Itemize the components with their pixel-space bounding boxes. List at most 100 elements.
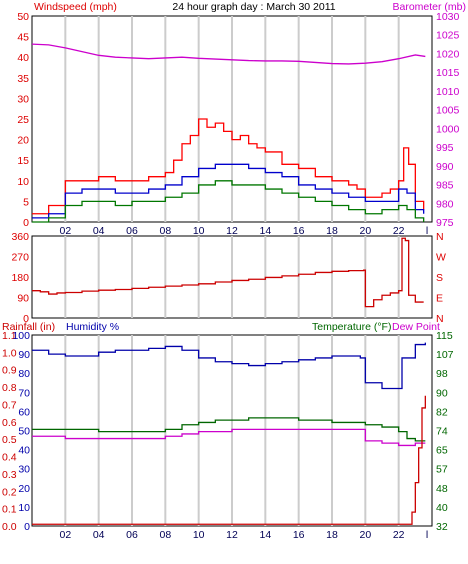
temperature-tick-label: 98 [436, 368, 448, 380]
direction-tick-label: 270 [11, 252, 29, 264]
humidity-tick-label: 60 [18, 406, 30, 418]
humidity-tick-label: 40 [18, 445, 30, 457]
rainfall-tick-label: 0.0 [2, 521, 17, 533]
compass-tick-label: N [436, 313, 444, 325]
hour-tick-label: 16 [293, 529, 305, 541]
humidity-tick-label: 20 [18, 483, 30, 495]
compass-tick-label: N [436, 231, 444, 243]
hour-tick-label: 18 [326, 225, 338, 237]
windspeed-tick-label: 40 [17, 52, 29, 64]
barometer-tick-label: 1020 [436, 48, 460, 60]
rainfall-tick-label: 1.0 [2, 347, 17, 359]
windspeed-tick-label: 45 [17, 32, 29, 44]
hour-tick-label: 02 [59, 225, 71, 237]
hour-tick-label: 10 [193, 529, 205, 541]
rainfall-tick-label: 0.2 [2, 486, 17, 498]
hour-tick-label: 20 [359, 529, 371, 541]
humidity-tick-label: 0 [24, 521, 30, 533]
humidity-tick-label: 70 [18, 387, 30, 399]
temperature-tick-label: 82 [436, 406, 448, 418]
temperature-tick-label: 65 [436, 445, 448, 457]
temperature-tick-label: 115 [436, 330, 453, 342]
rainfall-tick-label: 0.4 [2, 452, 17, 464]
dewpoint-axis-title: Dew Point [392, 321, 440, 333]
rain-humidity-temp-panel: 0.0 0.1 0.2 0.3 0.4 0.5 0.6 0.7 0.8 0.9 1.0 1.1 0 10 2… [2, 330, 454, 541]
rainfall-tick-label: 0.9 [2, 365, 17, 377]
barometer-tick-label: 1030 [436, 11, 460, 23]
rainfall-tick-label: 0.3 [2, 469, 17, 481]
windspeed-tick-label: 30 [17, 93, 29, 105]
rainfall-tick-label: 0.6 [2, 417, 17, 429]
hour-tick-label: 10 [193, 225, 205, 237]
direction-tick-label: 0 [23, 313, 29, 325]
rainfall-tick-label: 0.8 [2, 382, 17, 394]
hour-tick-label: 12 [226, 529, 238, 541]
temperature-tick-label: 107 [436, 349, 454, 361]
hour-tick-label: l [426, 225, 428, 237]
direction-tick-label: 360 [11, 231, 29, 243]
hour-tick-label: 18 [326, 529, 338, 541]
temperature-tick-label: 57 [436, 464, 448, 476]
hour-tick-label: 08 [159, 225, 171, 237]
compass-tick-label: E [436, 293, 443, 305]
hour-tick-label: 12 [226, 225, 238, 237]
hour-tick-label: 14 [259, 225, 271, 237]
rainfall-tick-label: 0.5 [2, 434, 17, 446]
wind-barometer-panel: 0510152025303540455097598098599099510001… [17, 11, 459, 237]
rainfall-tick-label: 0.1 [2, 504, 17, 516]
hour-tick-label: l [426, 529, 428, 541]
humidity-axis-title: Humidity % [66, 321, 119, 333]
rainfall-tick-label: 0.7 [2, 399, 17, 411]
windspeed-tick-label: 50 [17, 11, 29, 23]
hour-tick-label: 06 [126, 529, 138, 541]
hour-tick-label: 14 [259, 529, 271, 541]
windspeed-axis-title: Windspeed (mph) [34, 1, 117, 13]
barometer-tick-label: 995 [436, 142, 454, 154]
windspeed-tick-label: 10 [17, 176, 29, 188]
barometer-tick-label: 985 [436, 180, 454, 192]
barometer-tick-label: 1005 [436, 105, 460, 117]
hour-tick-label: 04 [93, 529, 105, 541]
hour-tick-label: 22 [393, 225, 405, 237]
temperature-tick-label: 40 [436, 502, 448, 514]
barometer-tick-label: 1025 [436, 30, 460, 42]
compass-tick-label: S [436, 272, 443, 284]
windspeed-tick-label: 15 [17, 155, 29, 167]
hour-tick-label: 16 [293, 225, 305, 237]
temperature-axis-title: Temperature (°F) [312, 321, 391, 333]
barometer-tick-label: 1010 [436, 86, 460, 98]
humidity-tick-label: 100 [12, 330, 30, 342]
humidity-tick-label: 50 [18, 426, 30, 438]
temperature-tick-label: 32 [436, 521, 448, 533]
hour-tick-label: 04 [93, 225, 105, 237]
windspeed-tick-label: 0 [23, 217, 29, 229]
humidity-tick-label: 30 [18, 464, 30, 476]
compass-tick-label: W [436, 252, 446, 264]
barometer-tick-label: 990 [436, 161, 454, 173]
hour-tick-label: 02 [59, 529, 71, 541]
barometer-tick-label: 1015 [436, 67, 460, 79]
temperature-tick-label: 48 [436, 483, 448, 495]
hour-tick-label: 08 [159, 529, 171, 541]
humidity-tick-label: 90 [18, 349, 30, 361]
windspeed-tick-label: 25 [17, 114, 29, 126]
hour-tick-label: 20 [359, 225, 371, 237]
humidity-tick-label: 10 [18, 502, 30, 514]
windspeed-tick-label: 35 [17, 73, 29, 85]
humidity-tick-label: 80 [18, 368, 30, 380]
temperature-tick-label: 90 [436, 387, 448, 399]
direction-tick-label: 180 [11, 272, 29, 284]
graph-title: 24 hour graph day : March 30 2011 [172, 1, 335, 13]
hour-tick-label: 06 [126, 225, 138, 237]
windspeed-tick-label: 5 [23, 196, 29, 208]
direction-tick-label: 90 [17, 293, 29, 305]
hour-tick-label: 22 [393, 529, 405, 541]
windspeed-tick-label: 20 [17, 135, 29, 147]
temperature-tick-label: 74 [436, 426, 448, 438]
barometer-tick-label: 975 [436, 217, 454, 229]
barometer-tick-label: 1000 [436, 123, 460, 135]
barometer-tick-label: 980 [436, 198, 454, 210]
